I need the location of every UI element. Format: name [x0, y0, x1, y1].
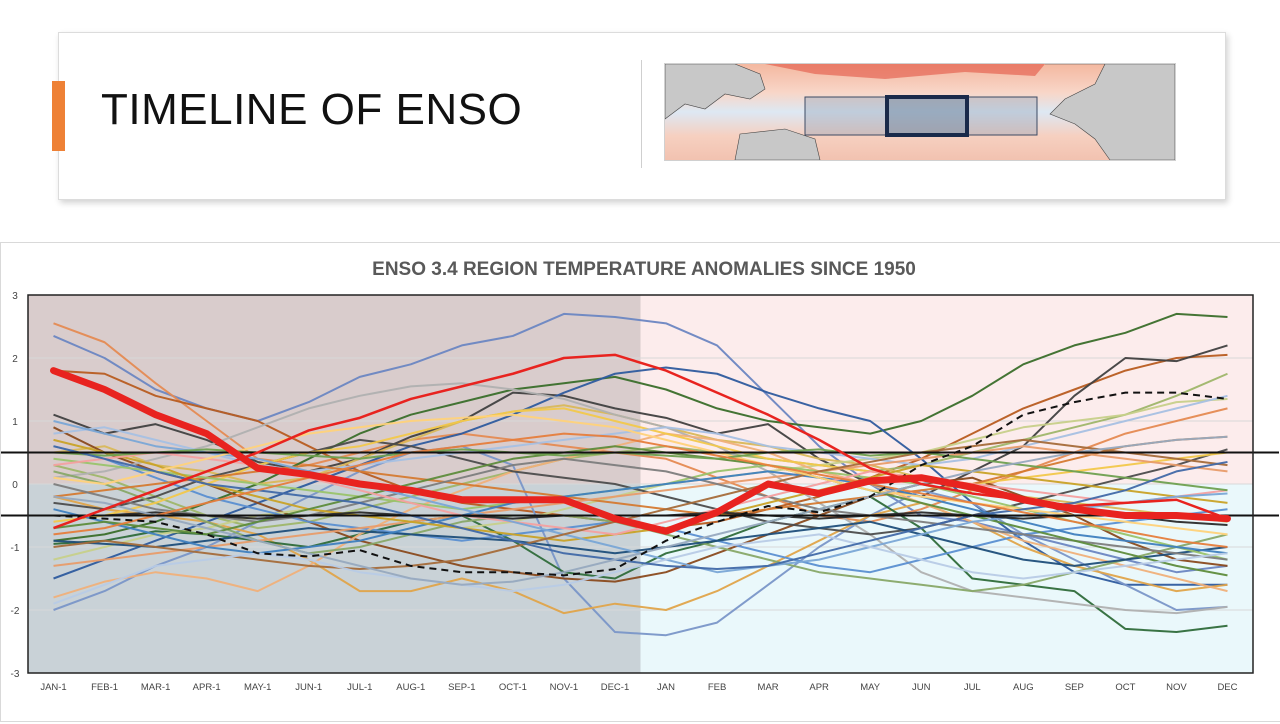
- x-tick-label: FEB: [708, 682, 726, 693]
- x-tick-label: NOV-1: [550, 682, 579, 693]
- series-line-25: [53, 470, 1228, 555]
- x-tick-label: SEP-1: [448, 682, 475, 693]
- header-divider: [641, 60, 642, 168]
- series-line-7: [53, 445, 1228, 637]
- map-warm-band-top: [765, 64, 1045, 79]
- x-tick-label: AUG-1: [396, 682, 425, 693]
- plot-frame: [27, 294, 1254, 674]
- series-line-21: [53, 520, 1228, 567]
- x-tick-label: MAY-1: [244, 682, 271, 693]
- axes: 3 2 1 0 -1 -2 -3 JAN-1 FEB-1 MAR-1 APR-1 MAY-1 JUN-1…: [11, 291, 1254, 693]
- series-line-24: [53, 457, 1228, 561]
- map-asia-land: [665, 64, 766, 120]
- highlight-lines: [50, 353, 1231, 577]
- x-tick-label: OCT: [1115, 682, 1135, 693]
- x-tick-label: MAR-1: [141, 682, 171, 693]
- map-enso34-box: [885, 95, 969, 137]
- series-line-6: [53, 366, 1228, 586]
- x-tick-label: JUN: [912, 682, 931, 693]
- map-americas-land: [1045, 64, 1175, 160]
- dashed-series-line: [53, 391, 1228, 577]
- y-tick-label: 2: [12, 354, 18, 365]
- y-tick-label: 1: [12, 417, 18, 428]
- anomaly-chart: ENSO 3.4 REGION TEMPERATURE ANOMALIES SI…: [1, 259, 1279, 693]
- series-line-23: [53, 445, 1228, 567]
- series-lines: [53, 312, 1228, 637]
- y-tick-label: -1: [11, 543, 20, 554]
- x-tick-label: FEB-1: [91, 682, 118, 693]
- x-tick-label: APR-1: [193, 682, 221, 693]
- series-line-31: [53, 533, 1228, 605]
- x-tick-label: JUN-1: [295, 682, 322, 693]
- x-tick-label: AUG: [1013, 682, 1034, 693]
- threshold-lines: [1, 451, 1279, 517]
- y-tick-label: 0: [12, 480, 18, 491]
- series-line-26: [53, 438, 1228, 542]
- title-accent-bar: [52, 81, 65, 151]
- enso-region-map: [664, 63, 1176, 161]
- series-line-15: [53, 432, 1228, 599]
- series-line-32: [53, 413, 1228, 536]
- series-line-35: [53, 445, 1228, 571]
- series-line-20: [53, 435, 1228, 517]
- y-tick-label: 3: [12, 291, 18, 302]
- x-tick-label: NOV: [1166, 682, 1187, 693]
- x-tick-label: JAN-1: [40, 682, 66, 693]
- series-line-18: [53, 407, 1228, 523]
- x-tick-label: JUL: [964, 682, 981, 693]
- series-line-27: [53, 445, 1228, 577]
- map-australia-land: [734, 128, 821, 160]
- x-tick-label: MAY: [860, 682, 881, 693]
- y-tick-label: -2: [11, 606, 20, 617]
- series-line-37: [53, 435, 1228, 586]
- chart-title: ENSO 3.4 REGION TEMPERATURE ANOMALIES SI…: [372, 259, 916, 280]
- y-tick-label: -3: [11, 669, 20, 680]
- x-tick-label: OCT-1: [499, 682, 527, 693]
- x-tick-label: MAR: [758, 682, 779, 693]
- page-title: TIMELINE OF ENSO: [101, 85, 523, 134]
- chart-card: ENSO 3.4 REGION TEMPERATURE ANOMALIES SI…: [0, 242, 1280, 722]
- header-card: TIMELINE OF ENSO: [52, 32, 1226, 200]
- x-tick-label: DEC: [1217, 682, 1237, 693]
- series-line-4: [53, 312, 1228, 542]
- x-tick-label: SEP: [1065, 682, 1084, 693]
- x-tick-label: JAN: [657, 682, 675, 693]
- series-line-8: [53, 495, 1228, 615]
- series-line-36: [53, 432, 1228, 548]
- map-enso-outer-box: [804, 96, 1038, 136]
- x-tick-label: DEC-1: [601, 682, 630, 693]
- x-tick-label: APR: [809, 682, 829, 693]
- series-line-13: [53, 382, 1228, 615]
- highlight-series-line: [50, 367, 1231, 535]
- x-tick-label: JUL-1: [347, 682, 372, 693]
